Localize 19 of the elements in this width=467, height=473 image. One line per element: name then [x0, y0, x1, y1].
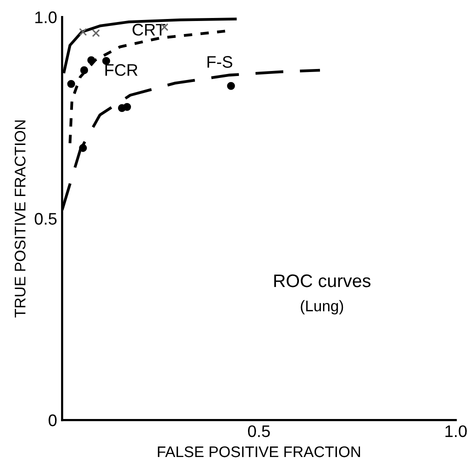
point — [67, 80, 76, 88]
point — [80, 66, 88, 74]
text: (Lung) — [300, 300, 344, 314]
point — [79, 144, 87, 152]
y-tick-label: 1.0 — [35, 11, 57, 24]
series-label: FCR — [105, 64, 138, 76]
y-tick-label: 0.5 — [34, 212, 57, 225]
y-axis-title: TRUE POSITIVE FRACTION — [14, 120, 26, 318]
text: ROC curves — [274, 274, 370, 288]
x-axis-title: FALSE POSITIVE FRACTION — [158, 446, 360, 458]
series-label: CRT — [132, 24, 166, 36]
series-label: F-S — [208, 56, 232, 68]
point — [92, 29, 100, 38]
point — [227, 82, 235, 90]
point — [79, 28, 87, 36]
point — [123, 102, 132, 111]
point — [87, 56, 96, 64]
y-tick-label: 0 — [48, 414, 57, 426]
point — [102, 57, 110, 65]
